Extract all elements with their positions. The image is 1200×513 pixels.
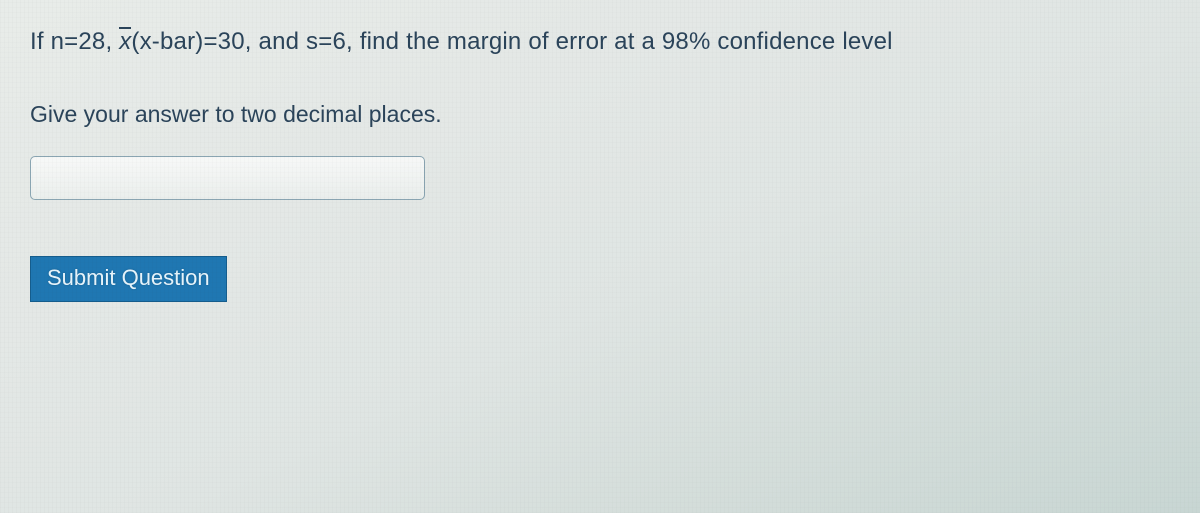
question-mid: (x-bar)=30, and s=6, find the margin of … [131,28,892,55]
submit-question-button[interactable]: Submit Question [30,256,227,301]
instruction-text: Give your answer to two decimal places. [30,101,1170,128]
xbar-symbol: x [119,26,131,57]
answer-input[interactable] [30,156,425,200]
question-text: If n=28, x(x-bar)=30, and s=6, find the … [30,26,1170,57]
question-prefix: If n=28, [30,28,119,55]
